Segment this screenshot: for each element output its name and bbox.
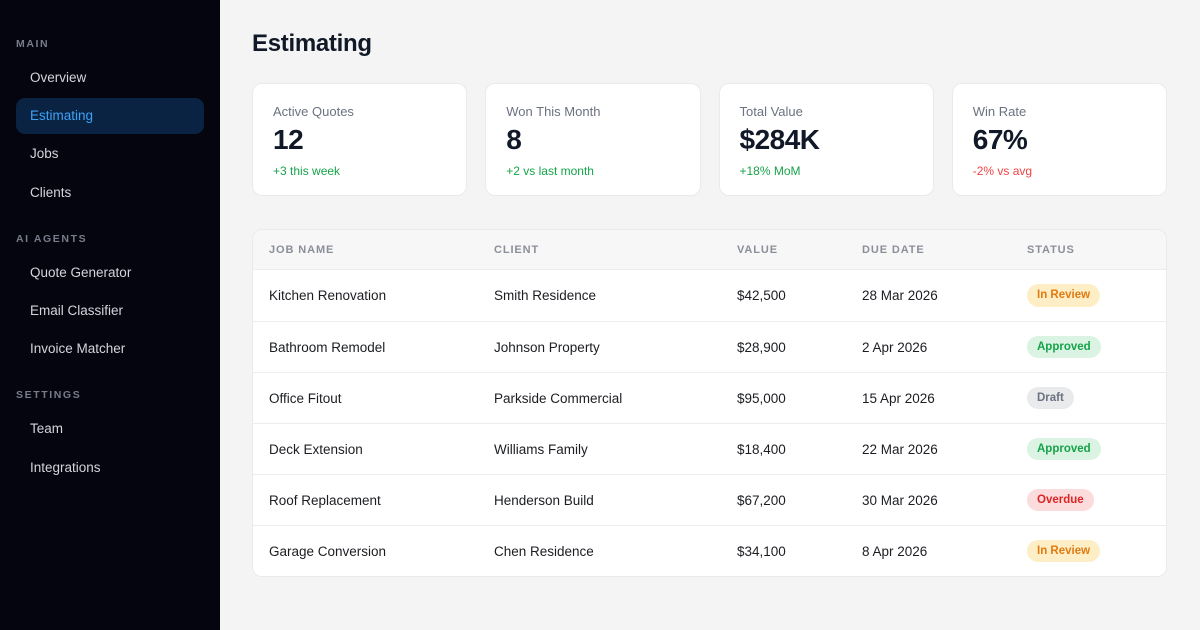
stat-delta: +18% MoM (740, 164, 913, 178)
table-row[interactable]: Deck Extension Williams Family $18,400 2… (253, 423, 1166, 474)
stat-delta: -2% vs avg (973, 164, 1146, 178)
stat-label: Active Quotes (273, 104, 446, 119)
cell-due-date: 8 Apr 2026 (862, 544, 1027, 559)
stat-delta: +2 vs last month (506, 164, 679, 178)
sidebar-section-label: MAIN (0, 38, 220, 50)
sidebar: MAIN Overview Estimating Jobs Clients AI… (0, 0, 220, 630)
stat-value: 67% (973, 125, 1146, 156)
main-content: Estimating Active Quotes 12 +3 this week… (220, 0, 1200, 630)
cell-client: Williams Family (494, 442, 737, 457)
sidebar-item-invoice-matcher[interactable]: Invoice Matcher (16, 331, 204, 367)
table-row[interactable]: Garage Conversion Chen Residence $34,100… (253, 525, 1166, 576)
cell-client: Chen Residence (494, 544, 737, 559)
sidebar-section: MAIN Overview Estimating Jobs Clients (0, 38, 220, 211)
sidebar-section: AI AGENTS Quote Generator Email Classifi… (0, 233, 220, 368)
cell-status: In Review (1027, 284, 1150, 307)
table-row[interactable]: Roof Replacement Henderson Build $67,200… (253, 474, 1166, 525)
table-row[interactable]: Bathroom Remodel Johnson Property $28,90… (253, 321, 1166, 372)
sidebar-item-estimating[interactable]: Estimating (16, 98, 204, 134)
cell-value: $18,400 (737, 442, 862, 457)
column-header-status: Status (1027, 244, 1150, 256)
cell-job-name: Bathroom Remodel (269, 340, 494, 355)
stat-label: Total Value (740, 104, 913, 119)
table-row[interactable]: Kitchen Renovation Smith Residence $42,5… (253, 270, 1166, 321)
stat-label: Win Rate (973, 104, 1146, 119)
quotes-table: Job NameClientValueDue DateStatus Kitche… (252, 229, 1167, 577)
sidebar-item-clients[interactable]: Clients (16, 175, 204, 211)
cell-client: Parkside Commercial (494, 391, 737, 406)
sidebar-section: SETTINGS Team Integrations (0, 389, 220, 485)
cell-due-date: 30 Mar 2026 (862, 493, 1027, 508)
sidebar-item-quote-generator[interactable]: Quote Generator (16, 255, 204, 291)
column-header-job-name: Job Name (269, 244, 494, 256)
stat-value: 8 (506, 125, 679, 156)
stat-value: $284K (740, 125, 913, 156)
cell-due-date: 22 Mar 2026 (862, 442, 1027, 457)
cell-status: Draft (1027, 387, 1150, 410)
cell-client: Smith Residence (494, 288, 737, 303)
table-row[interactable]: Office Fitout Parkside Commercial $95,00… (253, 372, 1166, 423)
sidebar-item-team[interactable]: Team (16, 411, 204, 447)
cell-job-name: Kitchen Renovation (269, 288, 494, 303)
cell-value: $34,100 (737, 544, 862, 559)
cell-status: Approved (1027, 336, 1150, 359)
status-badge: Approved (1027, 336, 1101, 359)
cell-job-name: Deck Extension (269, 442, 494, 457)
status-badge: In Review (1027, 540, 1100, 563)
cell-client: Henderson Build (494, 493, 737, 508)
cell-status: Approved (1027, 438, 1150, 461)
cell-job-name: Garage Conversion (269, 544, 494, 559)
cell-due-date: 2 Apr 2026 (862, 340, 1027, 355)
cell-status: In Review (1027, 540, 1150, 563)
cell-value: $67,200 (737, 493, 862, 508)
column-header-value: Value (737, 244, 862, 256)
sidebar-section-label: SETTINGS (0, 389, 220, 401)
cell-value: $28,900 (737, 340, 862, 355)
sidebar-item-integrations[interactable]: Integrations (16, 450, 204, 486)
column-header-client: Client (494, 244, 737, 256)
cell-client: Johnson Property (494, 340, 737, 355)
status-badge: Draft (1027, 387, 1074, 410)
table-header-row: Job NameClientValueDue DateStatus (253, 230, 1166, 270)
sidebar-item-jobs[interactable]: Jobs (16, 136, 204, 172)
stat-delta: +3 this week (273, 164, 446, 178)
stat-card: Active Quotes 12 +3 this week (252, 83, 467, 196)
sidebar-item-email-classifier[interactable]: Email Classifier (16, 293, 204, 329)
cell-value: $42,500 (737, 288, 862, 303)
stat-label: Won This Month (506, 104, 679, 119)
cell-job-name: Office Fitout (269, 391, 494, 406)
column-header-due-date: Due Date (862, 244, 1027, 256)
cell-due-date: 28 Mar 2026 (862, 288, 1027, 303)
status-badge: Approved (1027, 438, 1101, 461)
cell-due-date: 15 Apr 2026 (862, 391, 1027, 406)
status-badge: Overdue (1027, 489, 1094, 512)
stat-card: Win Rate 67% -2% vs avg (952, 83, 1167, 196)
stat-value: 12 (273, 125, 446, 156)
sidebar-item-overview[interactable]: Overview (16, 60, 204, 96)
sidebar-section-label: AI AGENTS (0, 233, 220, 245)
cell-value: $95,000 (737, 391, 862, 406)
stat-card: Won This Month 8 +2 vs last month (485, 83, 700, 196)
status-badge: In Review (1027, 284, 1100, 307)
cell-status: Overdue (1027, 489, 1150, 512)
stat-card: Total Value $284K +18% MoM (719, 83, 934, 196)
table-body: Kitchen Renovation Smith Residence $42,5… (253, 270, 1166, 576)
page-title: Estimating (252, 30, 1167, 58)
stats-row: Active Quotes 12 +3 this week Won This M… (252, 83, 1167, 196)
cell-job-name: Roof Replacement (269, 493, 494, 508)
